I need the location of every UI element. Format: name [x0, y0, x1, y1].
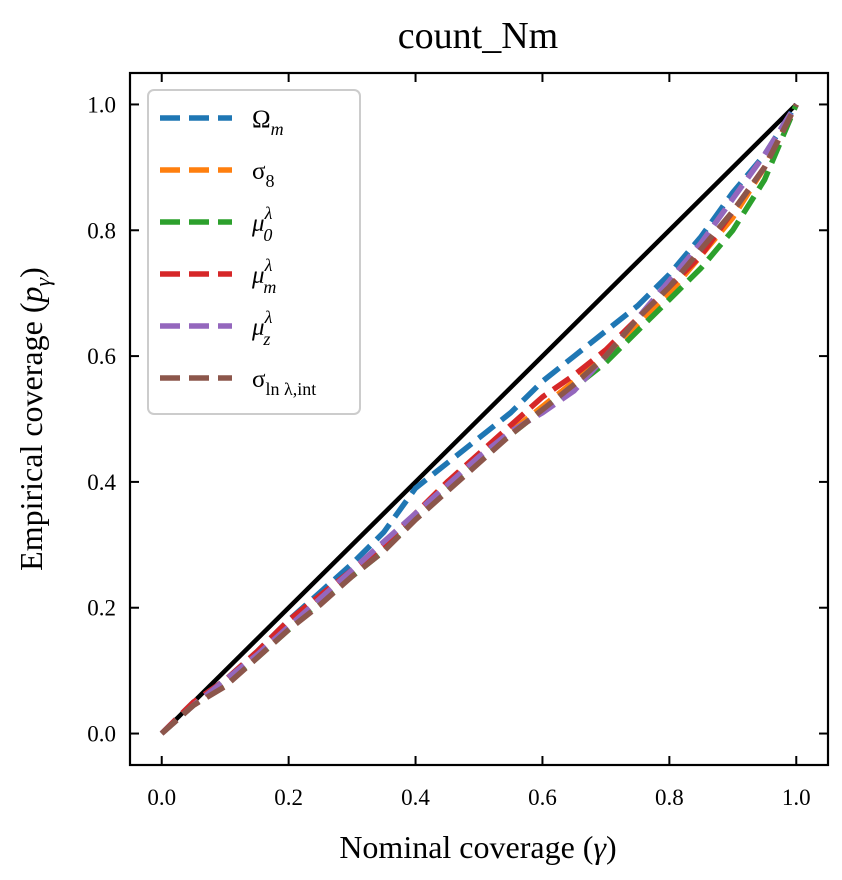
plot-frame	[128, 71, 830, 767]
y-tick-label: 0.4	[87, 470, 116, 495]
legend-label-1: σ8	[252, 158, 274, 191]
axis-tick-labels: 0.0 0.2 0.4 0.6 0.8 1.0 0.0 0.2 0.4 0.6 0.8 1.0	[87, 92, 810, 810]
x-tick-label: 1.0	[782, 785, 811, 810]
series-line-4	[159, 103, 799, 736]
legend: Ωm σ8 μλ 0 μλ m μλ z σln λ,int	[147, 89, 361, 415]
x-tick-label: 0.8	[655, 785, 684, 810]
chart-title: count_Nm	[398, 15, 558, 57]
reference-diagonal-line	[160, 102, 798, 736]
x-axis-label: Nominal coverage (γ)	[339, 829, 616, 865]
legend-items: Ωm σ8 μλ 0 μλ m μλ z σln λ,int	[160, 106, 316, 399]
legend-label-0: Ωm	[252, 106, 284, 139]
series-line-5	[159, 103, 799, 736]
legend-label-3: μλ m	[251, 255, 276, 297]
y-tick-label: 0.8	[87, 218, 116, 243]
y-tick-label: 0.2	[87, 596, 116, 621]
y-tick-label: 0.0	[87, 722, 116, 747]
x-tick-label: 0.2	[274, 785, 303, 810]
axis-ticks	[130, 73, 828, 765]
plot-lines	[159, 102, 799, 736]
legend-label-2: μλ 0	[251, 203, 273, 245]
x-tick-label: 0.4	[401, 785, 430, 810]
x-tick-label: 0.0	[147, 785, 176, 810]
x-tick-label: 0.6	[528, 785, 557, 810]
y-axis-label: Empirical coverage (pγ)	[13, 267, 55, 571]
series-line-0	[159, 103, 799, 736]
y-tick-label: 1.0	[87, 92, 116, 117]
legend-label-4: μλ z	[251, 307, 273, 349]
y-tick-label: 0.6	[87, 344, 116, 369]
legend-label-5: σln λ,int	[252, 366, 316, 399]
